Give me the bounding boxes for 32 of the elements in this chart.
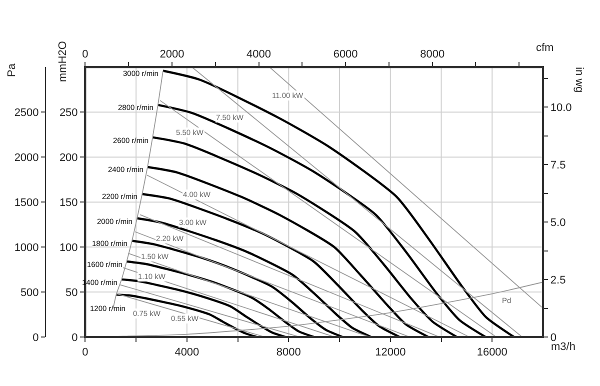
y-tick-label: 2500 bbox=[14, 106, 39, 119]
y2-axis-title: mmH2O bbox=[57, 40, 69, 82]
y3-tick-label: 0 bbox=[550, 332, 557, 344]
x-tick-label: 4000 bbox=[174, 346, 200, 358]
y-tick-label: 1000 bbox=[14, 242, 39, 254]
x-tick-label: 12000 bbox=[375, 346, 406, 358]
y-tick-label: 1500 bbox=[14, 196, 39, 209]
y2-tick-label: 200 bbox=[59, 152, 78, 164]
y-axis-title: Pa bbox=[6, 62, 18, 77]
y2-tick-label: 50 bbox=[66, 286, 78, 299]
x2-axis-title: cfm bbox=[536, 42, 554, 54]
y-tick-label: 500 bbox=[20, 286, 39, 299]
y-tick-label: 2000 bbox=[14, 152, 39, 164]
y-tick-label: 0 bbox=[32, 332, 39, 344]
y2-tick-label: 150 bbox=[59, 196, 78, 209]
x-axis-title: m3/h bbox=[551, 341, 576, 353]
y3-tick-label: 10.0 bbox=[550, 102, 572, 114]
y3-tick-label: 5.0 bbox=[550, 216, 566, 229]
y2-tick-label: 100 bbox=[59, 242, 78, 254]
x-tick-label: 16000 bbox=[476, 346, 508, 358]
y2-tick-label: 250 bbox=[59, 106, 78, 119]
y3-tick-label: 2.5 bbox=[550, 274, 566, 286]
x2-tick-label: 6000 bbox=[333, 48, 358, 61]
x2-tick-label: 4000 bbox=[246, 48, 272, 61]
x2-tick-label: 8000 bbox=[420, 48, 445, 61]
y3-axis-title: in wg bbox=[573, 67, 585, 93]
y2-tick-label: 0 bbox=[72, 332, 78, 344]
x-tick-label: 8000 bbox=[276, 346, 301, 358]
x-tick-label: 0 bbox=[82, 346, 88, 358]
x2-tick-label: 0 bbox=[82, 48, 88, 61]
y3-tick-label: 7.5 bbox=[550, 159, 566, 172]
x2-tick-label: 2000 bbox=[160, 48, 184, 61]
